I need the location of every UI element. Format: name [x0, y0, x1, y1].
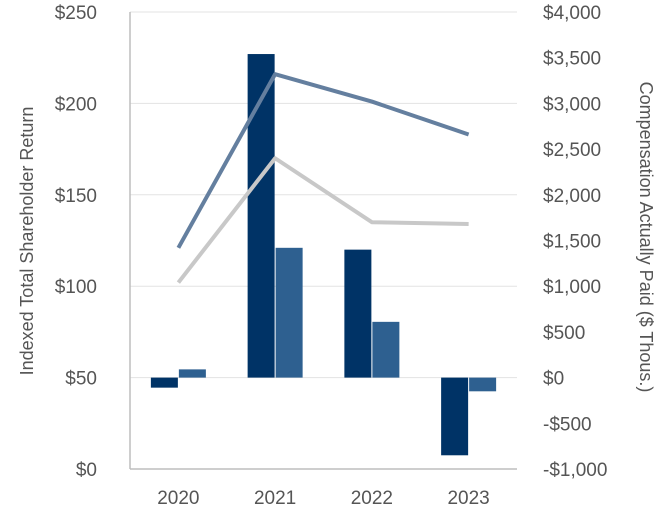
right-tick-label: $500 [543, 323, 585, 344]
bar [178, 369, 206, 378]
bars [150, 54, 497, 456]
right-tick-label: $1,500 [543, 232, 601, 253]
right-tick-label: -$1,000 [543, 460, 607, 481]
left-tick-label: $0 [76, 460, 97, 481]
left-axis-title: Indexed Total Shareholder Return [17, 107, 37, 376]
x-tick-label: 2020 [157, 488, 199, 509]
left-tick-label: $250 [55, 3, 97, 24]
right-tick-label: -$500 [543, 414, 592, 435]
series-line [176, 72, 470, 249]
left-tick-label: $200 [55, 94, 97, 115]
gridlines [130, 11, 517, 379]
right-tick-label: $2,500 [543, 140, 601, 161]
bar [344, 249, 372, 378]
left-axis-tick-labels: $0 $50 $100 $150 $200 $250 [55, 3, 97, 481]
right-tick-label: $3,000 [543, 94, 601, 115]
right-tick-label: $1,000 [543, 277, 601, 298]
right-axis-title: Compensation Actually Paid ($ Thous.) [636, 82, 656, 393]
bar [469, 377, 497, 392]
left-tick-label: $50 [65, 369, 97, 390]
x-tick-label: 2023 [447, 488, 489, 509]
right-tick-label: $0 [543, 369, 564, 390]
bar [441, 377, 469, 456]
left-tick-label: $100 [55, 277, 97, 298]
bar [247, 54, 275, 378]
right-tick-label: $2,000 [543, 186, 601, 207]
right-tick-label: $4,000 [543, 3, 601, 24]
bar [372, 321, 400, 378]
series-line [176, 156, 469, 284]
x-tick-label: 2022 [351, 488, 393, 509]
right-tick-label: $3,500 [543, 49, 601, 70]
series-lines [176, 72, 470, 284]
bar [150, 377, 178, 388]
bar [275, 247, 303, 378]
left-tick-label: $150 [55, 186, 97, 207]
x-tick-label: 2021 [254, 488, 296, 509]
right-axis-tick-labels: -$1,000 -$500 $0 $500 $1,000 $1,500 $2,000 $2,5… [543, 3, 607, 481]
x-axis-tick-labels: 2020 2021 2022 2023 [157, 488, 490, 509]
